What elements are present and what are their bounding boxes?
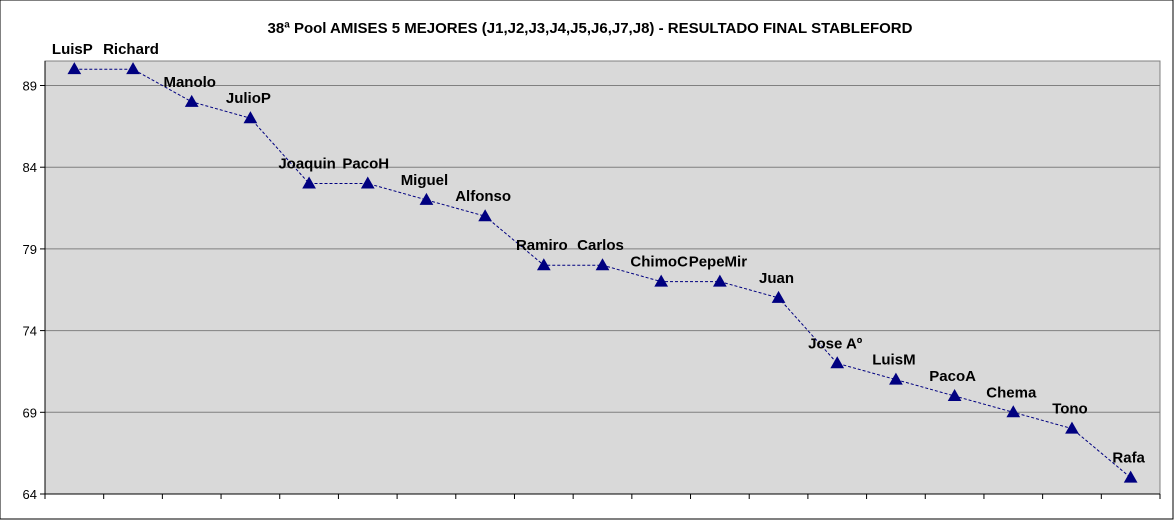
data-point-marker xyxy=(360,176,375,189)
y-tick-label: 79 xyxy=(23,242,37,257)
data-point-marker xyxy=(830,356,845,369)
data-point-marker xyxy=(184,94,199,107)
data-point-marker xyxy=(478,209,492,222)
data-label: Alfonso xyxy=(455,188,511,205)
data-point-marker xyxy=(67,62,82,75)
data-point-marker xyxy=(889,372,903,385)
series-layer xyxy=(67,62,1138,483)
data-label: Jose Aº xyxy=(808,335,863,352)
data-point-marker xyxy=(1123,470,1138,483)
data-point-marker xyxy=(654,274,669,287)
data-label: Carlos xyxy=(577,237,624,254)
data-label: Joaquin xyxy=(278,156,336,173)
y-tick-label: 74 xyxy=(23,324,37,339)
y-tick-label: 64 xyxy=(23,487,37,502)
data-point-marker xyxy=(595,258,610,271)
data-point-marker xyxy=(1006,405,1021,418)
data-point-marker xyxy=(536,258,551,271)
data-point-marker xyxy=(302,176,316,189)
data-label: Chema xyxy=(986,384,1037,401)
data-label: Tono xyxy=(1052,401,1088,418)
data-label: PepeMir xyxy=(689,254,748,271)
data-label: ChimoC xyxy=(630,254,688,271)
data-point-marker xyxy=(243,111,258,124)
plot-area xyxy=(44,60,1161,495)
data-point-marker xyxy=(126,62,140,75)
y-tick-label: 89 xyxy=(23,79,37,94)
y-tick-label: 84 xyxy=(23,160,37,175)
data-label: Rafa xyxy=(1112,450,1145,467)
data-label: Miguel xyxy=(401,172,449,189)
y-tick-label: 69 xyxy=(23,405,37,420)
data-label: Juan xyxy=(759,270,794,287)
data-label: PacoH xyxy=(342,156,389,173)
data-point-marker xyxy=(713,274,727,287)
data-label: LuisM xyxy=(872,352,915,369)
data-point-marker xyxy=(771,290,786,303)
data-label: Manolo xyxy=(163,74,216,91)
data-label: Richard xyxy=(103,41,159,58)
chart-title: 38ª Pool AMISES 5 MEJORES (J1,J2,J3,J4,J… xyxy=(268,20,913,37)
data-label: PacoA xyxy=(929,368,976,385)
grid-layer xyxy=(45,85,1160,413)
data-label: JulioP xyxy=(226,90,271,107)
axis-layer: 64 69 74 79 84 89 xyxy=(23,61,1161,502)
data-label: LuisP xyxy=(52,41,93,58)
data-point-marker xyxy=(419,192,434,205)
data-point-marker xyxy=(947,388,962,401)
data-label: Ramiro xyxy=(516,237,568,254)
data-point-marker xyxy=(1065,421,1079,434)
